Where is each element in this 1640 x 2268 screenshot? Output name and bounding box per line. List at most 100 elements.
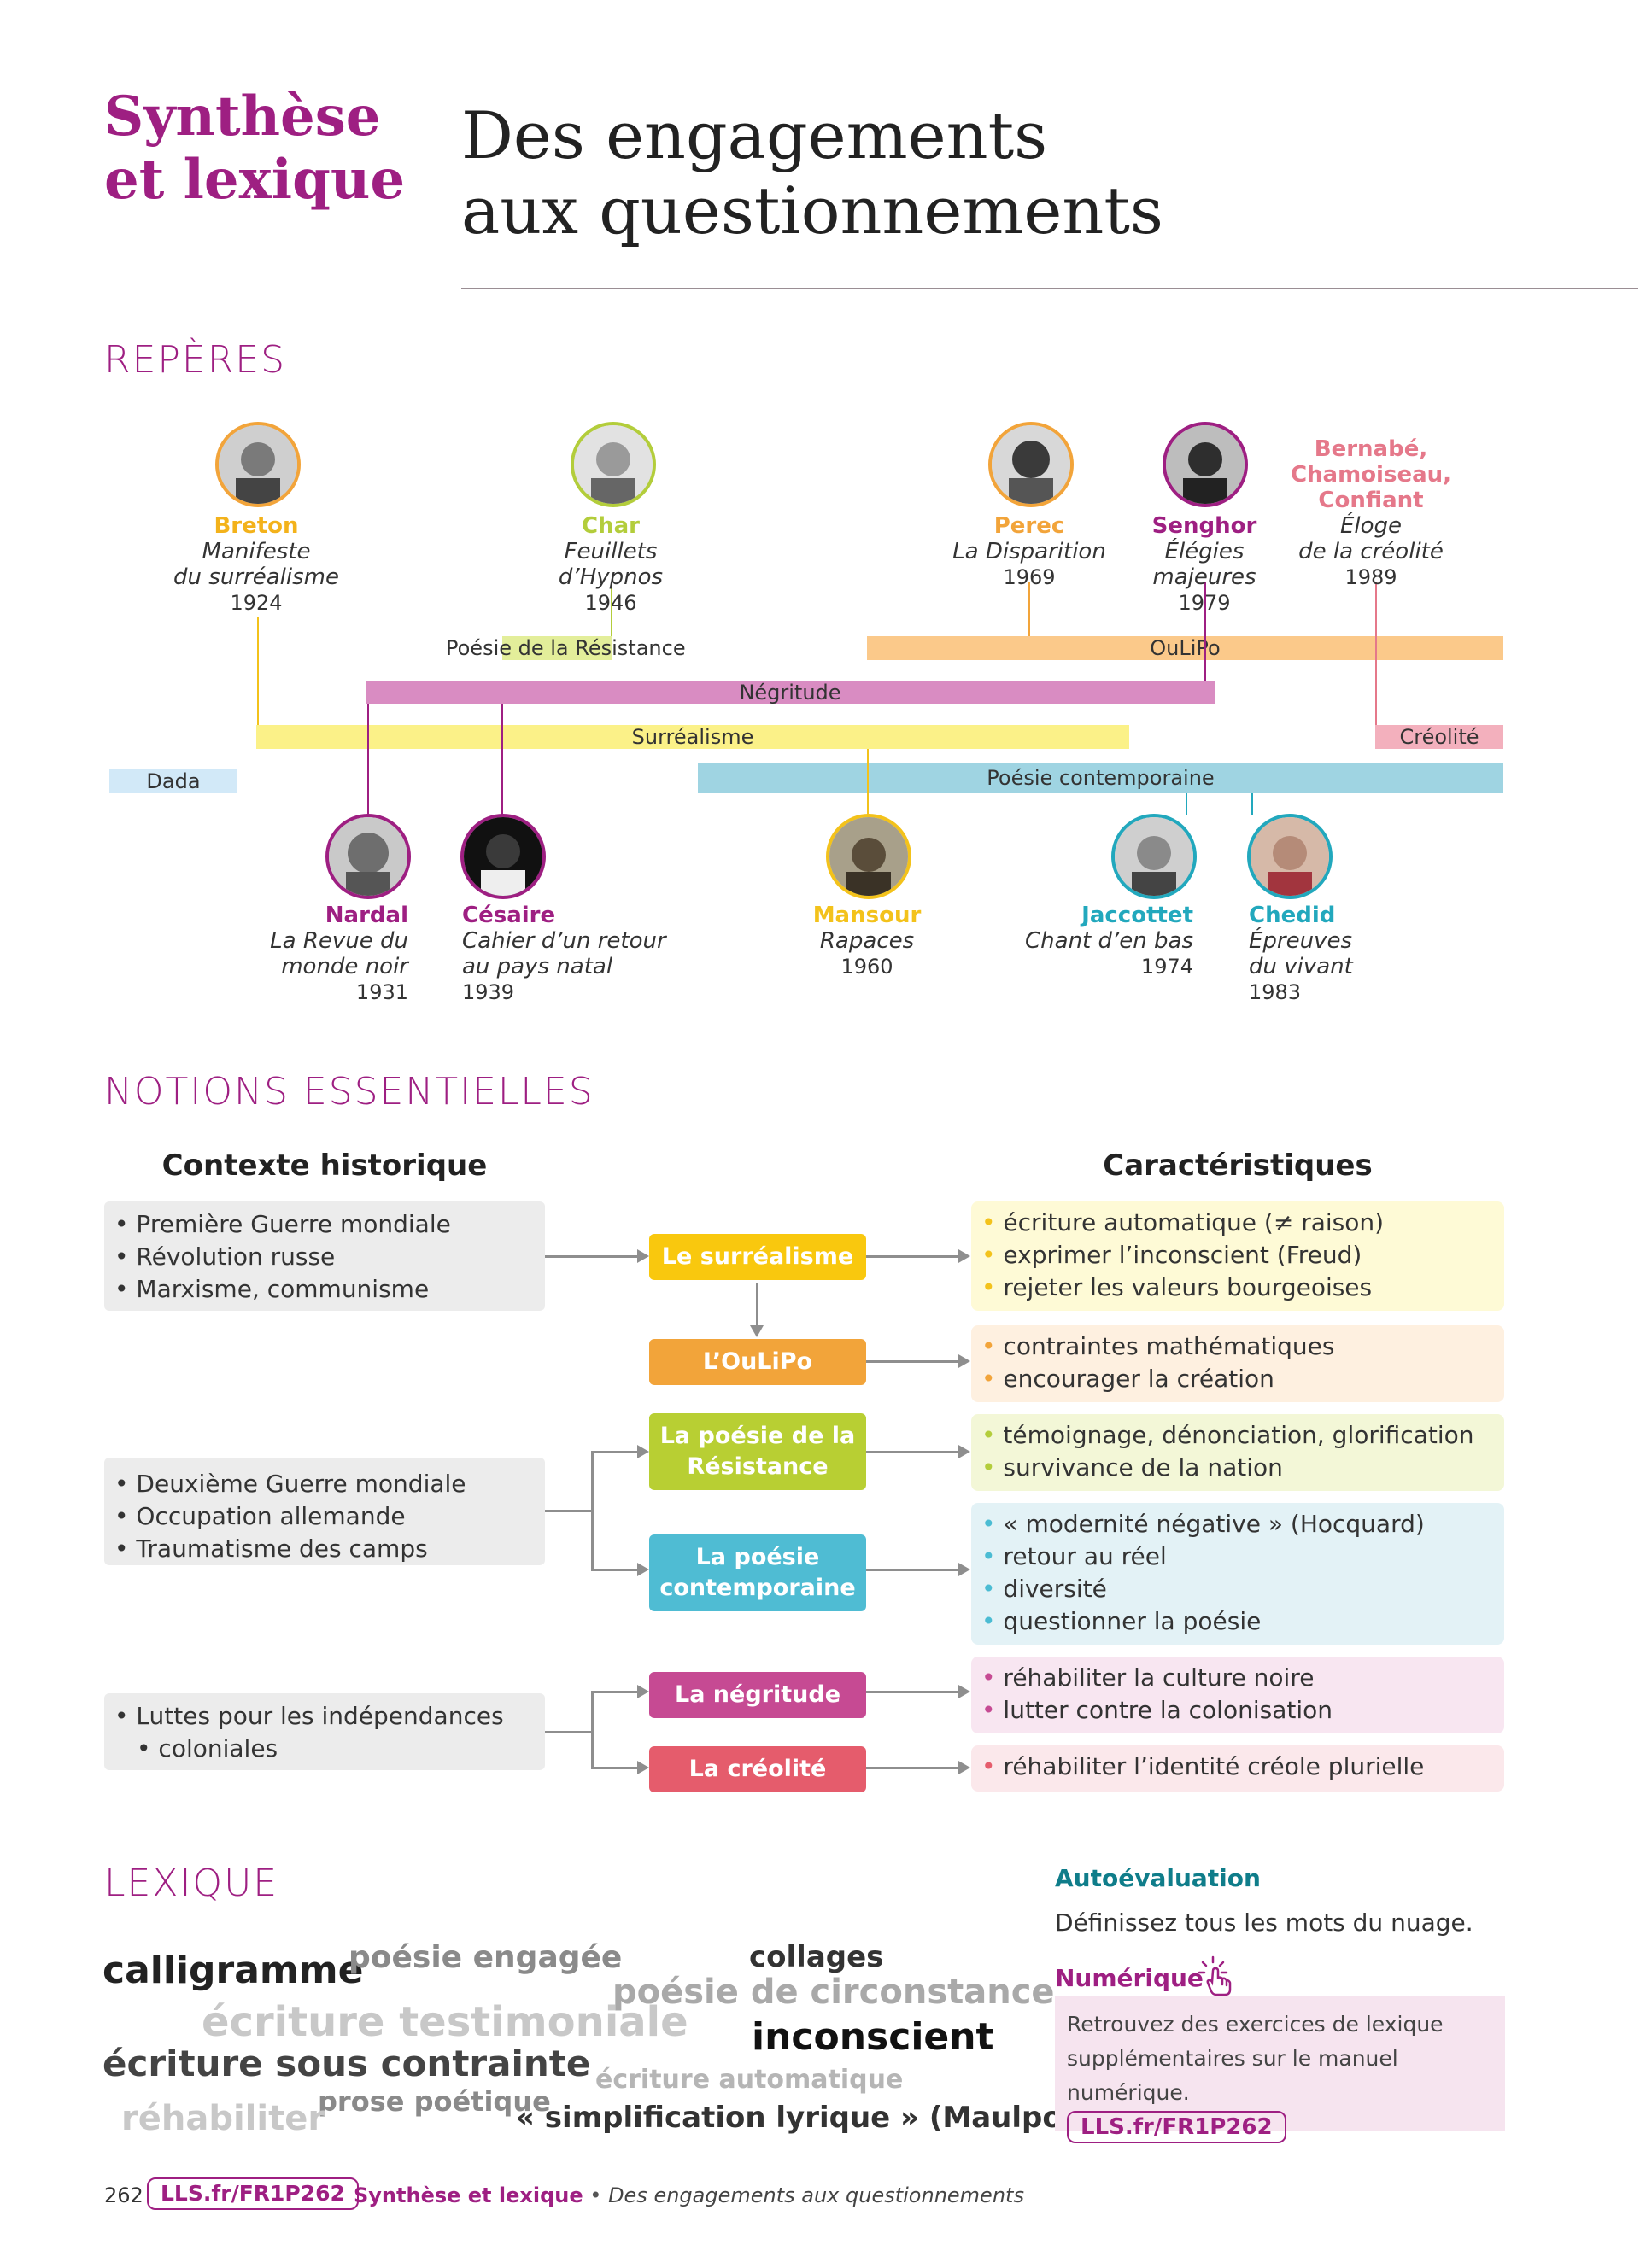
feature-item: écriture automatique (≠ raison)	[981, 1207, 1494, 1239]
word-poesie-engagee: poésie engagée	[348, 1940, 623, 1975]
person-breton: Breton Manifeste du surréalisme 1924	[120, 513, 393, 616]
context-item-text: coloniales	[158, 1734, 278, 1762]
feature-item: encourager la création	[981, 1363, 1494, 1395]
portrait-mansour	[826, 814, 911, 899]
notion-resistance: La poésie de la Résistance	[649, 1413, 866, 1490]
context-item: Marxisme, communisme	[114, 1273, 535, 1306]
person-name: Césaire	[462, 903, 556, 928]
notion-label: Résistance	[687, 1453, 829, 1480]
numerique-box: Retrouvez des exercices de lexique suppl…	[1055, 1996, 1505, 2143]
arrow-head	[958, 1685, 970, 1698]
person-work: Éloge	[1339, 513, 1403, 539]
connector-senghor	[1204, 582, 1206, 681]
footer-link[interactable]: LLS.fr/FR1P262	[147, 2177, 359, 2210]
person-year: 1939	[462, 980, 515, 1004]
touch-hand-icon	[1194, 1954, 1239, 1998]
features-oulipo: contraintes mathématiques encourager la …	[971, 1325, 1504, 1402]
reperes-title: REPÈRES	[104, 338, 287, 382]
footer-separator: •	[583, 2183, 609, 2207]
notion-label: La créolité	[688, 1756, 827, 1782]
bar-resistance-label: Poésie de la Résistance	[446, 636, 686, 660]
person-year: 1989	[1344, 565, 1397, 589]
arrow-line	[591, 1451, 641, 1453]
arrow-line	[545, 1255, 641, 1258]
portrait-jaccottet	[1111, 814, 1197, 899]
notion-label: L’OuLiPo	[702, 1348, 813, 1375]
bar-dada: Dada	[109, 769, 237, 793]
bar-surrealisme: Surréalisme	[256, 725, 1129, 749]
feature-item: rejeter les valeurs bourgeoises	[981, 1271, 1494, 1304]
person-name: Mansour	[812, 903, 922, 928]
arrow-line	[591, 1691, 594, 1768]
connector-breton	[257, 617, 259, 725]
arrow-line	[866, 1255, 962, 1258]
bar-contemporaine: Poésie contemporaine	[698, 763, 1503, 793]
connector-char	[611, 582, 612, 636]
notion-label: La négritude	[674, 1681, 841, 1708]
feature-item: diversité	[981, 1573, 1494, 1605]
feature-item: réhabiliter l’identité créole plurielle	[981, 1751, 1494, 1783]
person-work: Feuillets	[564, 539, 658, 564]
arrow-head	[958, 1563, 970, 1576]
notion-surrealisme: Le surréalisme	[649, 1234, 866, 1280]
person-work: Chant d’en bas	[1025, 928, 1193, 954]
feature-item: « modernité négative » (Hocquard)	[981, 1508, 1494, 1540]
connector-jaccottet	[1186, 793, 1187, 815]
context-item: Traumatisme des camps	[114, 1533, 535, 1565]
footer-section: Synthèse et lexique	[354, 2183, 583, 2207]
person-perec: Perec La Disparition 1969	[922, 513, 1136, 590]
feature-item: témoignage, dénonciation, glorification	[981, 1419, 1494, 1452]
arrow-line	[866, 1451, 962, 1453]
header-divider	[461, 288, 1638, 289]
person-work: d’Hypnos	[558, 564, 664, 590]
bar-creolite: Créolité	[1375, 725, 1503, 749]
numerique-text-1: Retrouvez des exercices de lexique	[1067, 2012, 1444, 2037]
person-work: Cahier d’un retour	[462, 928, 666, 954]
connector-cesaire	[501, 704, 503, 815]
arrow-line	[866, 1767, 962, 1769]
notion-oulipo: L’OuLiPo	[649, 1339, 866, 1385]
person-work: La Revue du	[270, 928, 408, 954]
person-year: 1983	[1249, 980, 1302, 1004]
person-char: Char Feuillets d’Hypnos 1946	[474, 513, 747, 616]
word-poesie-circonstance: poésie de circonstance	[612, 1973, 1055, 2012]
portrait-perec	[988, 422, 1074, 507]
person-nardal: Nardal La Revue du monde noir 1931	[219, 903, 408, 1005]
arrow-head	[958, 1354, 970, 1368]
context-item: Première Guerre mondiale	[114, 1208, 535, 1241]
arrow-line	[866, 1691, 962, 1693]
person-year: 1960	[840, 955, 893, 979]
numerique-link[interactable]: LLS.fr/FR1P262	[1067, 2111, 1286, 2143]
bar-negritude: Négritude	[366, 681, 1215, 704]
numerique-title: Numérique	[1055, 1964, 1204, 1992]
arrow-head	[637, 1563, 649, 1576]
footer-link-wrapper: LLS.fr/FR1P262	[147, 2177, 359, 2210]
notion-label: La poésie de la	[659, 1423, 856, 1449]
arrow-head	[958, 1761, 970, 1774]
person-work: Manifeste	[202, 539, 311, 564]
notion-label: La poésie	[695, 1544, 820, 1570]
arrow-head	[637, 1685, 649, 1698]
person-year: 1979	[1178, 591, 1231, 615]
person-year: 1931	[355, 980, 408, 1004]
feature-item: questionner la poésie	[981, 1605, 1494, 1638]
notion-negritude: La négritude	[649, 1672, 866, 1718]
context-box-3: Luttes pour les indépendances coloniales	[104, 1693, 545, 1770]
arrow-line	[591, 1691, 641, 1693]
person-jaccottet: Jaccottet Chant d’en bas 1974	[1008, 903, 1193, 979]
context-box-2: Deuxième Guerre mondiale Occupation alle…	[104, 1458, 545, 1565]
person-year: 1946	[584, 591, 637, 615]
autoeval-title: Autoévaluation	[1055, 1864, 1261, 1892]
connector-nardal	[367, 704, 369, 815]
portrait-char	[571, 422, 656, 507]
person-work: Épreuves	[1249, 928, 1353, 954]
arrow-line	[591, 1569, 641, 1571]
word-rehabiliter: réhabiliter	[121, 2099, 325, 2138]
connector-bernabe	[1375, 582, 1377, 725]
portrait-cesaire	[460, 814, 546, 899]
person-work: au pays natal	[462, 954, 613, 979]
title-line-1: Des engagements	[461, 97, 1048, 173]
section-kicker: Synthèse et lexique	[104, 85, 405, 212]
notion-label: contemporaine	[659, 1575, 856, 1601]
person-chedid: Chedid Épreuves du vivant 1983	[1249, 903, 1420, 1005]
